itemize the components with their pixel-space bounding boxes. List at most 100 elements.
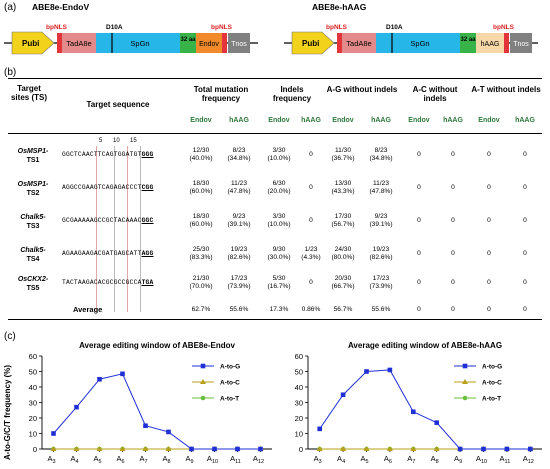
spgn-label: SpGn (130, 39, 149, 48)
series-line-A-to-G (53, 373, 261, 450)
table-cell: 0 (487, 184, 491, 191)
data-point (119, 446, 126, 451)
table-cell: 1/23 (4.3%) (301, 246, 321, 261)
data-point (433, 446, 440, 451)
x-tick-label: A10 (207, 454, 218, 465)
legend-label: A-to-C (220, 380, 240, 387)
data-point (457, 446, 463, 452)
construct-left-title: ABE8e-EndoV (32, 2, 90, 12)
protospacer: GCGAAAAAGCCGCTACAAAC (62, 217, 142, 224)
target-site-2: OsMSP1- TS2 (8, 180, 58, 198)
site-id: TS3 (26, 223, 40, 230)
table-cell: 11/23 (47.8%) (227, 180, 251, 195)
table-cell: 24/30 (80.0%) (331, 246, 355, 261)
table-cell: 25/30 (83.3%) (189, 246, 213, 261)
table-cell: 17/30 (56.7%) (331, 213, 355, 228)
average-cell: 56.7% (333, 306, 353, 313)
x-tick-label: A5 (360, 454, 368, 465)
target-sequence-5: TACTAAGACACGCGCCGCCATGA (62, 279, 154, 286)
x-tick-subscript: 7 (412, 459, 415, 465)
table-cell: 0 (417, 151, 421, 158)
endov-block (196, 33, 222, 53)
target-site-1: OsMSP1- TS1 (8, 147, 58, 165)
target-sequence-1: GGCTCAACTTCAGTGGATGTGGG (62, 151, 154, 158)
legend-label: A-to-C (482, 380, 502, 387)
tnos-block (510, 33, 532, 53)
tada-block (62, 33, 96, 53)
target-site-5: OsCKX2- TS5 (8, 275, 58, 293)
x-tick-subscript: 10 (212, 459, 218, 465)
legend-marker (200, 363, 206, 369)
protospacer: AGGCCGAAGTCAGAGACCCT (62, 184, 142, 191)
table-cell: 11/30 (36.7%) (331, 147, 355, 162)
data-point (73, 446, 80, 451)
spgn-block (376, 33, 460, 53)
y-tick-label: 50 (295, 368, 303, 377)
panel-a-label: (a) (4, 2, 17, 13)
x-tick-label: A4 (70, 454, 78, 465)
x-tick-label: A6 (116, 454, 124, 465)
table-cell: 0 (487, 217, 491, 224)
tada-block (342, 33, 376, 53)
x-tick-label: A7 (407, 454, 415, 465)
data-point (97, 376, 102, 382)
sub-header-7: hAAG (443, 117, 463, 124)
x-tick-subscript: 4 (342, 459, 345, 465)
x-tick-label: A5 (93, 454, 101, 465)
table-cell: 12/30 (40.0%) (189, 147, 213, 162)
x-tick-subscript: 8 (167, 459, 170, 465)
table-cell: 9/23 (39.1%) (369, 213, 393, 228)
table-cell: 0 (417, 250, 421, 257)
x-tick-label: A9 (454, 454, 462, 465)
legend-marker (462, 379, 468, 384)
average-label: Average (73, 305, 103, 314)
y-tick-label: 10 (29, 430, 37, 439)
pubi-block (11, 31, 55, 55)
x-tick-label: A8 (162, 454, 170, 465)
data-point (212, 446, 217, 452)
data-point (481, 446, 486, 452)
table-cell: 0 (523, 151, 527, 158)
site-id: TS4 (26, 256, 40, 263)
x-tick-subscript: 8 (436, 459, 439, 465)
y-tick-label: 30 (295, 399, 303, 408)
pubi-block (291, 31, 335, 55)
table-cell: 18/30 (60.0%) (189, 180, 213, 195)
construct-diagram: Pubi TadA8e SpGn 32 aa Endov Tnos bpNLS … (4, 24, 538, 55)
spgn-label: SpGn (410, 39, 429, 48)
aa32-block (460, 33, 476, 53)
protospacer: TACTAAGACACGCGCCGCCA (62, 279, 142, 286)
target-sequence-4: AGAAGAAGACGATGAGCATTAGG (62, 250, 154, 257)
endov-label: Endov (199, 41, 219, 48)
data-point (434, 420, 439, 425)
header-indels: Indels frequency (272, 85, 312, 103)
position-mark-15: 15 (130, 138, 137, 144)
y-tick-label: 40 (295, 383, 303, 392)
table-cell: 0 (487, 279, 491, 286)
header-at: A-T without indels (471, 85, 541, 94)
legend-label: A-to-G (220, 364, 240, 371)
legend-label: A-to-T (220, 396, 239, 403)
average-cell: 55.6% (229, 306, 249, 313)
table-cell: 20/30 (66.7%) (331, 275, 355, 290)
data-point (235, 446, 240, 452)
construct-left: Pubi TadA8e SpGn 32 aa Endov Tnos bpNLS … (4, 24, 258, 55)
bpnls-label-1: bpNLS (46, 24, 68, 31)
chart-title: Average editing window of ABE8e-Endov (79, 341, 235, 350)
table-cell: 0 (451, 217, 455, 224)
y-tick-label: 50 (29, 368, 37, 377)
data-point (258, 446, 263, 452)
y-tick-label: 0 (33, 445, 37, 454)
spgn-block (96, 33, 180, 53)
table-cell: 9/23 (39.1%) (227, 213, 251, 228)
site-id: TS1 (26, 157, 40, 164)
bpnls-label-2: bpNLS (493, 24, 515, 31)
table-cell: 19/23 (82.6%) (227, 246, 251, 261)
legend-marker (200, 395, 206, 401)
gene-name: OsMSP1- (17, 148, 49, 155)
x-tick-subscript: 12 (258, 459, 264, 465)
sub-header-3: hAAG (301, 117, 321, 124)
table-cell: 5/30 (16.7%) (267, 275, 291, 290)
data-point (340, 392, 346, 398)
table-cell: 3/30 (10.0%) (267, 147, 291, 162)
